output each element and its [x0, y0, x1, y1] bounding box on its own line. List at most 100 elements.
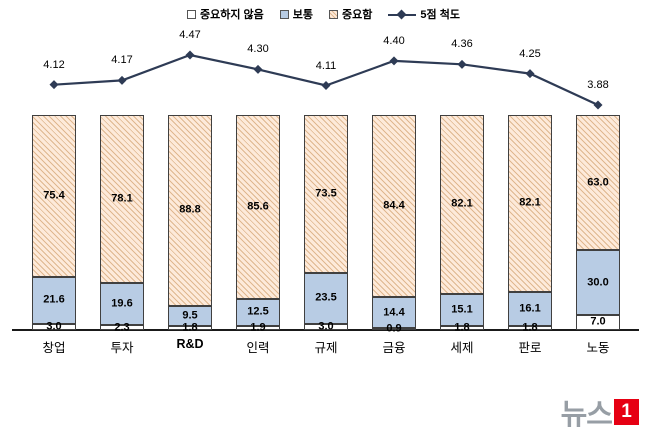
bar-segment-normal: 30.0: [576, 250, 620, 315]
bar-value-label: 85.6: [247, 200, 269, 213]
blue-box-swatch-icon: [279, 9, 289, 19]
x-axis-label-창업: 창업: [42, 341, 66, 355]
bar-value-label: 30.0: [587, 276, 609, 289]
bar-segment-not-important: 1.8: [508, 322, 552, 333]
bar-value-label: 78.1: [111, 192, 133, 205]
bar-value-label: 2.3: [114, 321, 130, 334]
bar-segment-normal: 15.1: [440, 293, 484, 327]
x-axis-label-세제: 세제: [450, 341, 474, 355]
bar-segment-not-important: 2.3: [100, 321, 144, 334]
bar-value-label: 88.8: [179, 203, 201, 216]
legend-item-normal: 보통: [279, 6, 314, 22]
line-point-marker: [253, 64, 263, 74]
bar-value-label: 75.4: [43, 189, 65, 202]
bar-segment-normal: 16.1: [508, 291, 552, 327]
legend-item-important: 중요함: [329, 6, 372, 22]
bar-segment-not-important: 0.9: [372, 323, 416, 334]
line-value-label: 4.36: [451, 38, 473, 51]
x-axis-label-판로: 판로: [518, 341, 542, 355]
bar-value-label: 23.5: [315, 291, 337, 304]
bar-value-label: 82.1: [519, 196, 541, 209]
x-axis-label-인력: 인력: [246, 341, 270, 355]
bar-segment-not-important: 1.8: [168, 322, 212, 333]
legend-label-important: 중요함: [342, 9, 373, 21]
white-box-swatch-icon: [187, 9, 197, 19]
bar-segment-not-important: 3.0: [32, 320, 76, 333]
bar-segment-normal: 9.5: [168, 305, 212, 327]
bar-segment-normal: 12.5: [236, 299, 280, 326]
bar-segment-not-important: 7.0: [576, 314, 620, 330]
line-value-label: 4.30: [247, 43, 269, 56]
line-point-marker: [117, 75, 127, 85]
legend-label-not-important: 중요하지 않음: [200, 9, 264, 21]
line-value-label: 4.17: [111, 54, 133, 67]
bar-segment-important: 82.1: [508, 115, 552, 292]
bar-value-label: 21.6: [43, 293, 65, 306]
bar-value-label: 14.4: [383, 306, 405, 319]
bar-segment-important: 85.6: [236, 115, 280, 300]
bar-segment-important: 63.0: [576, 115, 620, 251]
bar-segment-important: 78.1: [100, 115, 144, 283]
x-axis-label-노동: 노동: [586, 341, 610, 355]
line-point-marker: [321, 81, 331, 91]
bar-value-label: 1.8: [522, 321, 538, 334]
bar-value-label: 3.0: [318, 320, 334, 333]
x-axis-label-투자: 투자: [110, 341, 134, 355]
bar-value-label: 82.1: [451, 197, 473, 210]
line-point-marker: [593, 100, 603, 110]
bar-value-label: 16.1: [519, 302, 541, 315]
bar-segment-important: 88.8: [168, 115, 212, 306]
bar-segment-not-important: 1.8: [440, 322, 484, 333]
line-value-label: 3.88: [587, 79, 609, 91]
x-axis-label-R&D: R&D: [176, 337, 204, 351]
line-value-label: 4.12: [43, 58, 65, 71]
legend-item-scale: 5점 척도: [388, 6, 460, 22]
bar-segment-not-important: 3.0: [304, 320, 348, 333]
bar-segment-not-important: 1.9: [236, 322, 280, 333]
legend: 중요하지 않음 보통 중요함 5점 척도: [0, 6, 647, 22]
bar-value-label: 63.0: [587, 176, 609, 189]
bar-value-label: 12.5: [247, 305, 269, 318]
line-point-marker: [389, 56, 399, 66]
bar-segment-important: 84.4: [372, 115, 416, 298]
bar-segment-normal: 19.6: [100, 282, 144, 326]
bar-value-label: 73.5: [315, 187, 337, 200]
bar-segment-important: 75.4: [32, 115, 76, 278]
bar-value-label: 15.1: [451, 303, 473, 316]
bar-value-label: 9.5: [182, 309, 198, 322]
hatched-box-swatch-icon: [329, 9, 339, 19]
bar-segment-important: 73.5: [304, 115, 348, 274]
legend-label-scale: 5점 척도: [420, 9, 460, 21]
line-point-marker: [185, 50, 195, 60]
bar-segment-normal: 23.5: [304, 273, 348, 324]
watermark-text: 뉴스: [560, 399, 613, 431]
line-value-label: 4.25: [519, 47, 541, 60]
bar-value-label: 7.0: [590, 315, 606, 328]
x-axis-label-금융: 금융: [382, 341, 406, 355]
line-value-label: 4.40: [383, 34, 405, 47]
news1-watermark: 뉴스 1: [561, 391, 639, 433]
x-axis-label-규제: 규제: [314, 341, 338, 355]
bar-segment-normal: 21.6: [32, 277, 76, 324]
line-point-marker: [525, 69, 535, 79]
bar-value-label: 19.6: [111, 297, 133, 310]
legend-label-normal: 보통: [292, 9, 314, 21]
bar-segment-important: 82.1: [440, 115, 484, 294]
watermark-badge: 1: [614, 399, 639, 425]
bar-value-label: 1.8: [454, 321, 470, 334]
line-value-label: 4.47: [179, 29, 201, 41]
line-point-marker: [457, 59, 467, 69]
line-marker-swatch-icon: [388, 9, 417, 20]
bar-value-label: 0.9: [386, 322, 402, 335]
bar-value-label: 1.8: [182, 321, 198, 334]
bar-value-label: 1.9: [250, 321, 266, 334]
line-point-marker: [49, 80, 59, 90]
x-axis-line: [12, 329, 639, 331]
bar-segment-normal: 14.4: [372, 297, 416, 329]
bar-value-label: 3.0: [46, 320, 62, 333]
legend-item-not-important: 중요하지 않음: [187, 6, 264, 22]
line-value-label: 4.11: [315, 59, 337, 72]
bar-value-label: 84.4: [383, 199, 405, 212]
